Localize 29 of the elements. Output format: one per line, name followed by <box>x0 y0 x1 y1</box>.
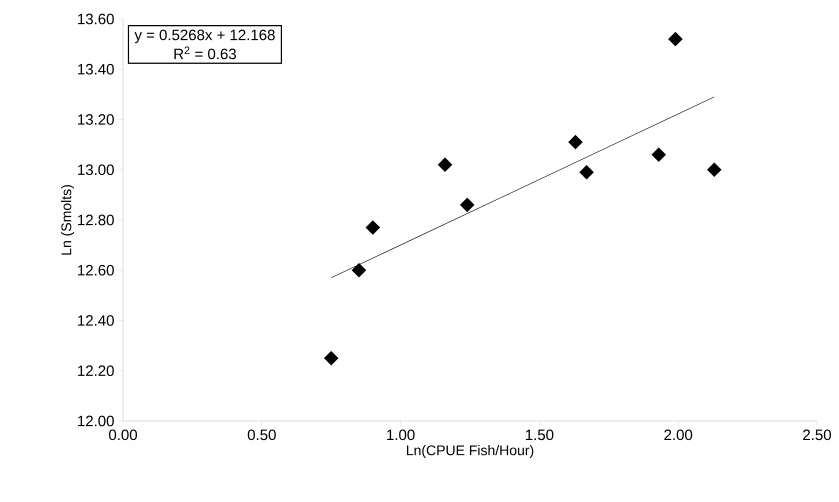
y-tick-label: 12.60 <box>78 264 114 276</box>
point <box>707 162 722 178</box>
x-tick-label: 1.50 <box>526 430 554 440</box>
x-tick-label: 2.00 <box>664 430 692 440</box>
x-tick-label: 0.50 <box>248 430 276 440</box>
y-tick-label: 13.20 <box>78 114 114 125</box>
x-tick-label: 1.00 <box>387 430 415 440</box>
annotation: y = 0.5268x + 12.168 <box>134 30 275 44</box>
point <box>324 350 338 366</box>
y-axis-title: Ln (Smolts) <box>61 185 74 255</box>
y-tick-label: 12.00 <box>78 416 114 426</box>
y-tick-label: 12.80 <box>78 214 114 226</box>
point <box>568 134 583 150</box>
point <box>438 157 452 172</box>
x-tick-label: 2.50 <box>803 430 831 440</box>
point <box>579 164 594 180</box>
y-tick-label: 13.40 <box>78 64 114 75</box>
point <box>352 262 366 278</box>
y-tick-label: 12.20 <box>78 365 114 376</box>
x-axis-title: Ln(CPUE Fish/Hour) <box>406 445 534 458</box>
point <box>366 220 380 235</box>
x-tick-label: 0.00 <box>108 430 138 440</box>
point <box>460 198 474 212</box>
y-tick-label: 13.60 <box>78 14 114 24</box>
point <box>651 147 666 162</box>
y-tick-label: 12.40 <box>78 315 114 326</box>
y-tick-label: 13.00 <box>78 164 114 176</box>
annotation: R$^{2}$ = 0.63 <box>174 46 236 60</box>
point <box>668 32 683 46</box>
